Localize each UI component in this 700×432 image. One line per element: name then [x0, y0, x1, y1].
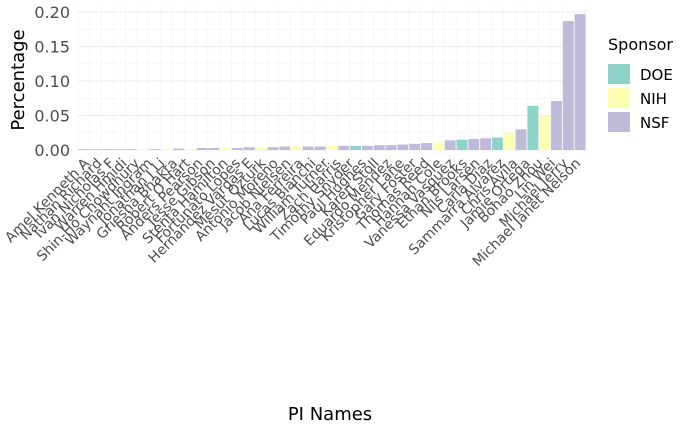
bar	[302, 146, 314, 150]
bar	[90, 149, 102, 150]
bars	[78, 14, 586, 150]
y-tick-label: 0.20	[34, 3, 70, 22]
bar	[491, 137, 503, 150]
y-tick-label: 0.10	[34, 72, 70, 91]
bar	[173, 148, 184, 150]
bar	[539, 115, 551, 150]
bar	[373, 145, 385, 150]
grid	[77, 6, 587, 154]
bar	[350, 145, 362, 150]
bar	[362, 145, 373, 150]
legend-label-doe: DOE	[640, 66, 673, 84]
bar	[338, 145, 350, 150]
bar	[113, 149, 125, 150]
bar	[184, 148, 196, 150]
legend-swatch-nih	[608, 88, 630, 108]
legend-swatch-doe	[608, 64, 630, 84]
bar	[102, 149, 113, 150]
bar	[279, 146, 291, 150]
bar	[551, 101, 562, 150]
bar	[78, 149, 90, 150]
bar	[243, 147, 255, 150]
bar	[196, 147, 208, 150]
bar	[137, 149, 149, 150]
y-axis-title: Percentage	[8, 29, 29, 130]
legend-label-nsf: NSF	[640, 114, 669, 132]
bar	[562, 20, 574, 150]
bar	[314, 146, 326, 150]
legend-label-nih: NIH	[640, 90, 667, 108]
bar	[515, 129, 527, 150]
bar	[421, 143, 432, 150]
bar	[267, 147, 279, 150]
bar	[291, 146, 302, 150]
bar	[503, 132, 515, 150]
legend-title: Sponsor	[608, 35, 673, 54]
bar	[385, 145, 397, 150]
x-axis-title: PI Names	[288, 404, 372, 425]
bar	[480, 138, 491, 150]
bar	[574, 14, 586, 150]
legend: Sponsor DOE NIH NSF	[608, 35, 673, 132]
bar	[208, 147, 220, 150]
y-tick-label: 0.05	[34, 107, 70, 126]
y-tick-label: 0.00	[34, 141, 70, 160]
bar	[125, 149, 137, 150]
bar	[161, 148, 173, 150]
y-tick-label: 0.15	[34, 38, 70, 57]
y-axis: 0.00 0.05 0.10 0.15 0.20	[34, 3, 70, 160]
bar	[326, 145, 338, 150]
bar	[220, 147, 232, 150]
bar	[468, 138, 480, 150]
bar	[232, 147, 243, 150]
bar	[527, 105, 539, 150]
bar	[432, 142, 444, 150]
bar	[409, 143, 421, 150]
legend-swatch-nsf	[608, 112, 630, 132]
bar	[456, 139, 468, 150]
bar	[397, 144, 409, 150]
bar	[149, 149, 161, 150]
bar	[444, 140, 456, 150]
bar	[255, 147, 267, 150]
